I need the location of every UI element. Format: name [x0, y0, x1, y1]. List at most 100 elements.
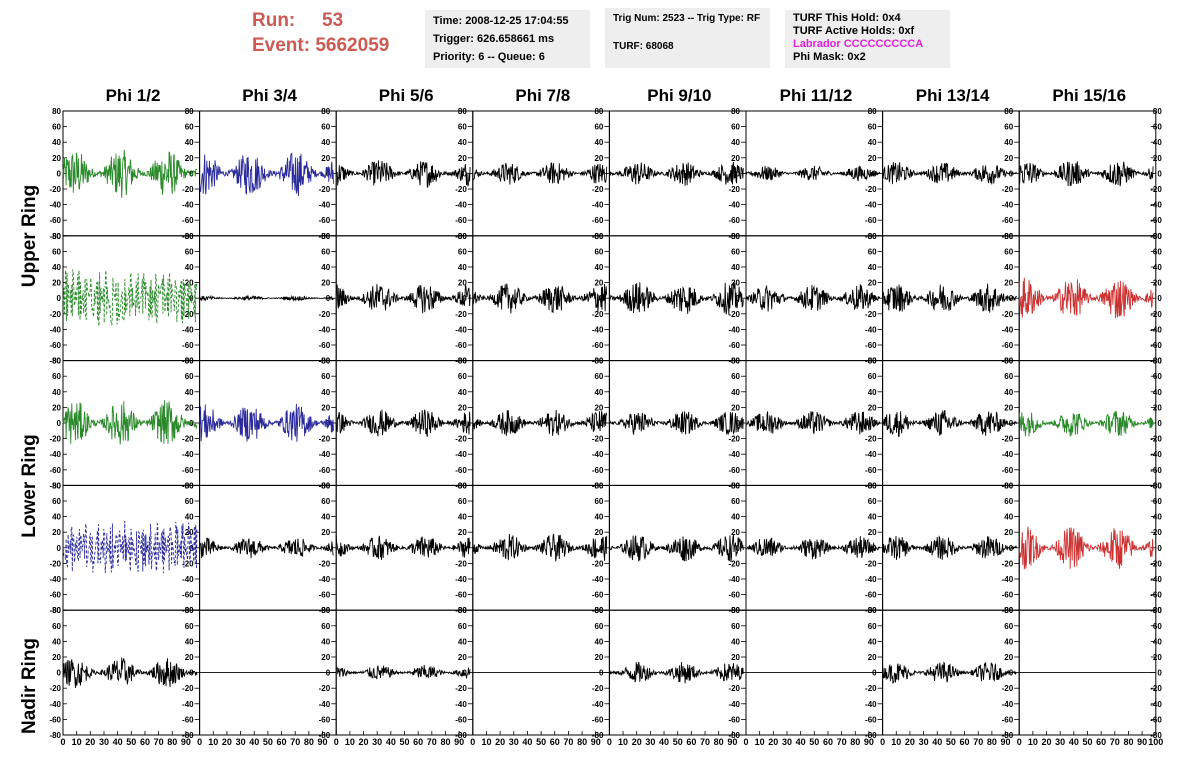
y-tick-label: -20 — [592, 559, 604, 568]
y-tick-label: 80 — [1004, 357, 1013, 366]
y-tick-label: 40 — [868, 513, 877, 522]
y-tick-label: -80 — [455, 731, 467, 740]
y-tick-label-left: -60 — [49, 341, 61, 350]
waveform-trace — [62, 657, 198, 689]
y-tick-label-left: 40 — [52, 263, 61, 272]
x-tick-label: 20 — [632, 737, 642, 747]
y-tick-label-left: -20 — [49, 185, 61, 194]
y-tick-label: -60 — [728, 466, 740, 475]
y-tick-label-left: 60 — [52, 497, 61, 506]
x-tick-label: 40 — [1069, 737, 1079, 747]
y-tick-label: -40 — [1002, 450, 1014, 459]
y-tick-label: -20 — [728, 684, 740, 693]
y-tick-label: 20 — [1153, 403, 1162, 412]
y-tick-label-left: 20 — [52, 528, 61, 537]
y-tick-label: -60 — [728, 591, 740, 600]
y-tick-label: -20 — [1150, 185, 1162, 194]
turf-text: TURF: 68068 — [613, 41, 674, 52]
y-tick-label: 20 — [1004, 653, 1013, 662]
y-tick-label: 40 — [1153, 637, 1162, 646]
y-tick-label: -20 — [182, 684, 194, 693]
y-tick-label: 40 — [321, 263, 330, 272]
waveform-trace — [335, 409, 471, 437]
y-tick-label: 60 — [185, 123, 194, 132]
x-tick-label: 60 — [1096, 737, 1106, 747]
x-tick-label: 0 — [743, 737, 748, 747]
waveform-cell-upper-2-1: 806040200-20-40-60-80806040200-20-40-60-… — [49, 232, 201, 366]
y-tick-label: 40 — [321, 138, 330, 147]
y-tick-label: 20 — [1153, 279, 1162, 288]
y-tick-label: -60 — [1150, 715, 1162, 724]
y-tick-label: -80 — [592, 357, 604, 366]
y-tick-label-left: -60 — [49, 216, 61, 225]
y-tick-label-left: 80 — [52, 107, 61, 116]
y-tick-label: -60 — [728, 216, 740, 225]
waveform-trace — [62, 269, 198, 327]
y-tick-label: 20 — [1004, 154, 1013, 163]
x-tick-label-last: 100 — [1148, 737, 1163, 747]
x-tick-label: 80 — [1123, 737, 1133, 747]
x-tick-label: 10 — [72, 737, 82, 747]
y-tick-label: -20 — [1002, 310, 1014, 319]
y-tick-label: -80 — [319, 731, 331, 740]
y-tick-label-left: -60 — [49, 715, 61, 724]
x-tick-label: 90 — [454, 737, 464, 747]
y-tick-label: -40 — [319, 700, 331, 709]
y-tick-label-left: 80 — [52, 232, 61, 241]
y-tick-label: 40 — [868, 263, 877, 272]
y-tick-label: 20 — [185, 653, 194, 662]
x-tick-label: 50 — [263, 737, 273, 747]
y-tick-label: 60 — [731, 372, 740, 381]
y-tick-label: -40 — [865, 700, 877, 709]
y-tick-label-left: -40 — [49, 575, 61, 584]
y-tick-label: -60 — [728, 715, 740, 724]
waveform-trace — [199, 537, 334, 559]
x-tick-label: 40 — [932, 737, 942, 747]
waveform-trace — [882, 410, 1017, 438]
y-tick-label: -20 — [728, 310, 740, 319]
y-tick-label: -20 — [1150, 435, 1162, 444]
y-tick-label: 20 — [321, 653, 330, 662]
waveform-trace — [745, 411, 881, 435]
y-tick-label: -40 — [182, 325, 194, 334]
y-tick-label: -20 — [1150, 310, 1162, 319]
y-tick-label: -60 — [182, 591, 194, 600]
y-tick-label-left: 20 — [52, 154, 61, 163]
y-tick-label: 80 — [185, 232, 194, 241]
y-tick-label: 40 — [1153, 388, 1162, 397]
y-tick-label: 80 — [731, 232, 740, 241]
x-tick-label: 80 — [167, 737, 177, 747]
x-tick-label: 90 — [318, 737, 328, 747]
y-tick-label: -60 — [1002, 341, 1014, 350]
y-tick-label-left: 40 — [52, 138, 61, 147]
y-tick-label: 80 — [321, 606, 330, 615]
y-tick-label: -60 — [1150, 216, 1162, 225]
y-tick-label: 60 — [1004, 123, 1013, 132]
y-tick-label: 40 — [731, 263, 740, 272]
y-tick-label: -40 — [182, 450, 194, 459]
y-tick-label: 80 — [594, 107, 603, 116]
y-tick-label: 20 — [594, 279, 603, 288]
x-tick-label: 90 — [181, 737, 191, 747]
y-tick-label: 60 — [594, 372, 603, 381]
x-tick-label: 90 — [864, 737, 874, 747]
y-tick-label: 80 — [1004, 232, 1013, 241]
y-tick-label: -40 — [455, 700, 467, 709]
y-tick-label: 60 — [321, 247, 330, 256]
y-tick-label: 20 — [458, 528, 467, 537]
y-tick-label: 40 — [458, 263, 467, 272]
y-tick-label: -20 — [319, 185, 331, 194]
y-tick-label: 40 — [594, 138, 603, 147]
run-label: Run: — [252, 10, 296, 31]
phi-mask-text: Phi Mask: 0x2 — [793, 51, 866, 63]
x-tick-label: 80 — [304, 737, 314, 747]
waveform-trace — [1018, 526, 1154, 570]
y-tick-label: -80 — [728, 357, 740, 366]
x-tick-label: 90 — [727, 737, 737, 747]
